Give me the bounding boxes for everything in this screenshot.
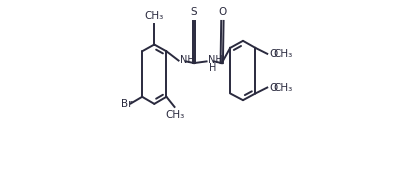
Text: O: O	[218, 7, 226, 17]
Text: O: O	[269, 82, 277, 92]
Text: NH: NH	[208, 55, 223, 65]
Text: CH₃: CH₃	[145, 11, 164, 21]
Text: NH: NH	[180, 55, 195, 65]
Text: O: O	[269, 49, 277, 59]
Text: S: S	[191, 7, 197, 17]
Text: CH₃: CH₃	[274, 49, 293, 59]
Text: CH₃: CH₃	[274, 82, 293, 92]
Text: Br: Br	[121, 99, 133, 109]
Text: H: H	[209, 63, 216, 73]
Text: CH₃: CH₃	[166, 110, 185, 120]
